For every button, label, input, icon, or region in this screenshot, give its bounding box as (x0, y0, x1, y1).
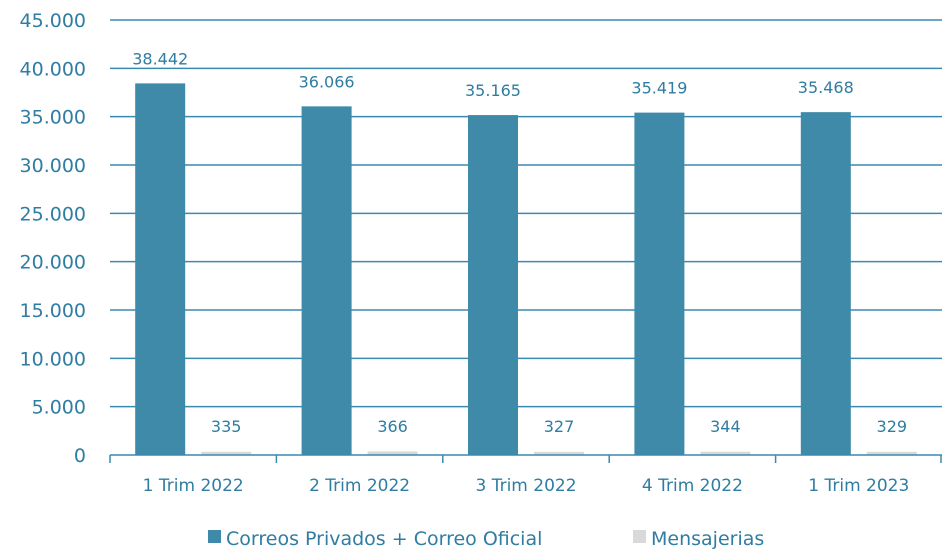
y-tick-label: 5.000 (32, 397, 86, 419)
bar (301, 106, 352, 455)
gridlines (110, 19, 942, 408)
y-tick-label: 40.000 (20, 58, 86, 80)
legend-item[interactable]: Mensajerias (633, 528, 764, 550)
data-label: 329 (877, 417, 908, 436)
data-label: 335 (211, 417, 242, 436)
bar (634, 112, 685, 455)
x-axis: 1 Trim 2022 2 Trim 2022 3 Trim 2022 4 Trim … (109, 454, 942, 496)
bar (201, 451, 252, 455)
x-tick-label: 1 Trim 2022 (143, 476, 244, 496)
legend-swatch (633, 530, 646, 543)
data-label: 35.419 (631, 79, 687, 98)
data-label: 35.165 (465, 81, 521, 100)
y-tick-label: 25.000 (20, 203, 86, 225)
bar (866, 451, 917, 455)
data-label: 35.468 (798, 78, 854, 97)
legend-item[interactable]: Correos Privados + Correo Oficial (208, 528, 542, 550)
legend[interactable]: Correos Privados + Correo Oficial Mensaje… (208, 528, 764, 550)
data-label: 38.442 (132, 49, 188, 68)
bar (468, 115, 518, 456)
bar (367, 451, 418, 455)
bars (135, 83, 917, 456)
bar (534, 451, 584, 455)
y-axis-ticks: 0 5.000 10.000 15.000 20.000 25.000 30.000 35.0… (20, 10, 86, 467)
data-label: 366 (377, 417, 408, 436)
bar (800, 112, 851, 455)
x-tick-label: 4 Trim 2022 (642, 476, 743, 496)
y-tick-label: 20.000 (20, 252, 86, 274)
y-tick-label: 15.000 (20, 300, 86, 322)
legend-label: Correos Privados + Correo Oficial (226, 528, 542, 550)
x-tick-label: 1 Trim 2023 (808, 476, 909, 496)
y-tick-label: 35.000 (20, 107, 86, 129)
bar (135, 83, 186, 456)
y-tick-label: 0 (74, 445, 86, 467)
data-label: 36.066 (299, 72, 355, 91)
legend-swatch (208, 530, 221, 543)
data-label: 344 (710, 417, 741, 436)
bar (700, 451, 751, 455)
y-tick-label: 45.000 (20, 10, 86, 32)
data-label: 327 (544, 417, 575, 436)
legend-label: Mensajerias (651, 528, 764, 550)
x-tick-label: 2 Trim 2022 (309, 476, 410, 496)
data-labels: 38.442 335 36.066 366 35.165 327 35.419 344 35.4… (132, 49, 907, 436)
x-tick-label: 3 Trim 2022 (475, 476, 576, 496)
y-tick-label: 30.000 (20, 155, 86, 177)
y-tick-label: 10.000 (20, 348, 86, 370)
